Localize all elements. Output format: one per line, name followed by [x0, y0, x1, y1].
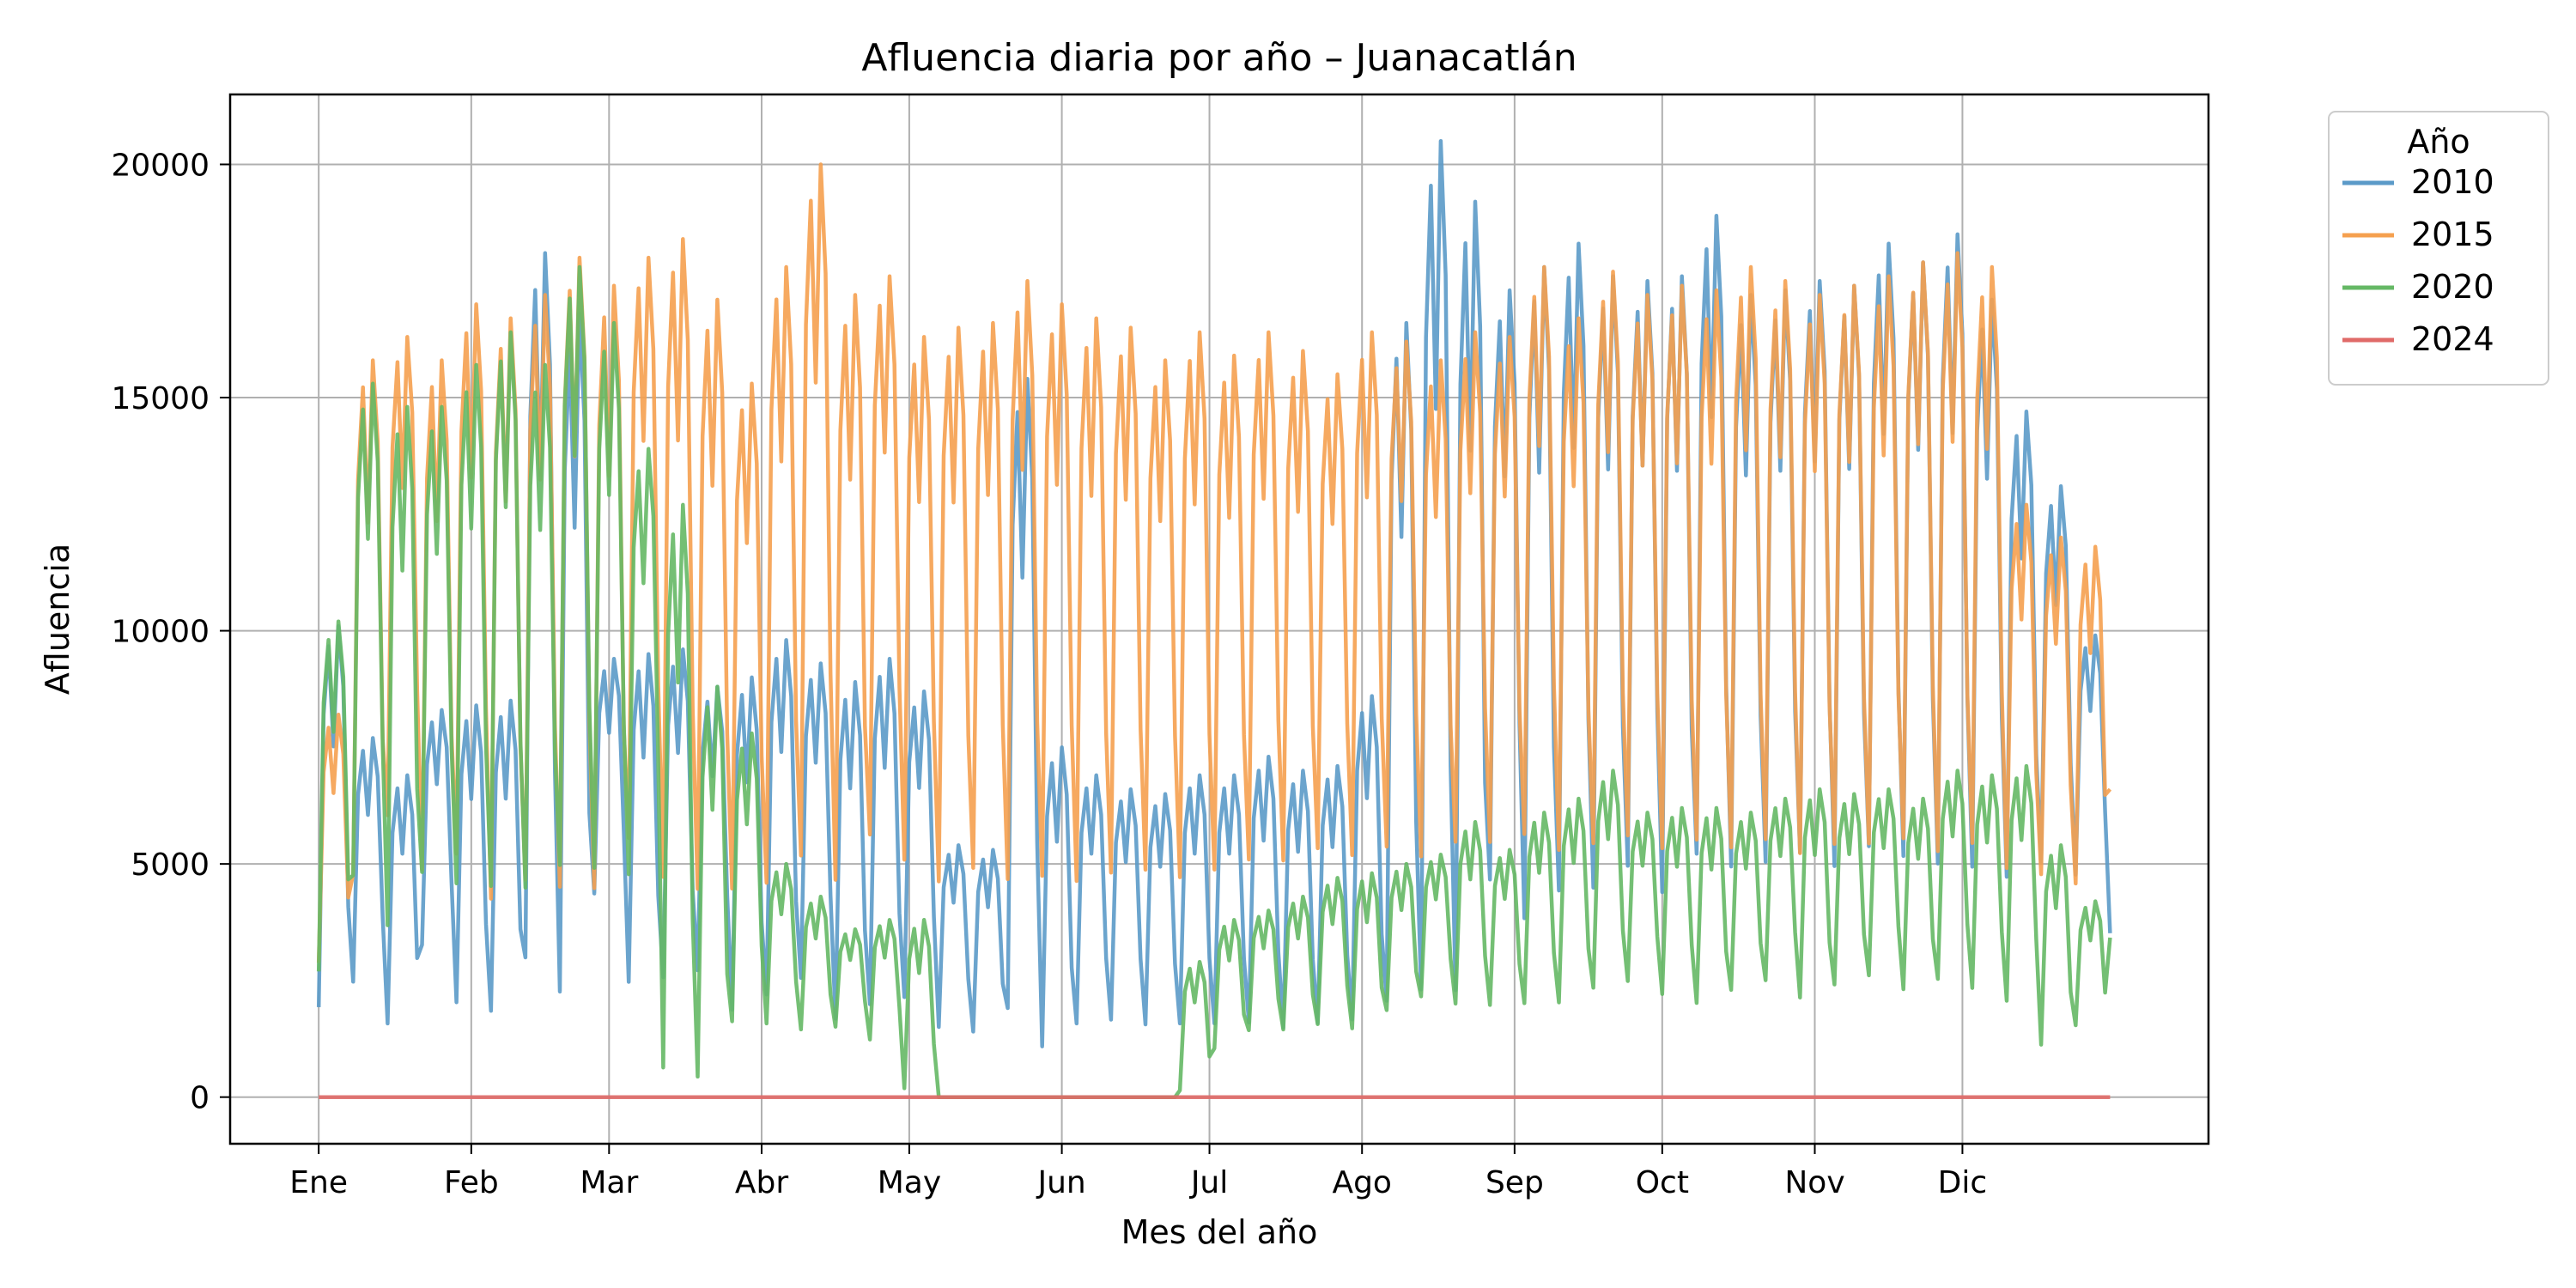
x-tick-label: Abr: [735, 1165, 788, 1200]
x-tick-label: Feb: [444, 1165, 499, 1200]
x-tick-label: Sep: [1485, 1165, 1544, 1200]
x-tick-label: Mar: [580, 1165, 638, 1200]
y-tick-label: 15000: [111, 381, 210, 416]
y-tick-label: 10000: [111, 615, 210, 650]
chart-title: Afluencia diaria por año – Juanacatlán: [861, 36, 1577, 80]
legend-label-2024: 2024: [2411, 320, 2494, 358]
y-axis-label: Afluencia: [39, 544, 76, 695]
y-tick-label: 5000: [131, 848, 210, 883]
x-tick-label: Dic: [1938, 1165, 1988, 1200]
legend: Año 2010 2015 2020 2024: [2328, 111, 2549, 386]
series-line-2020: [316, 264, 2112, 1099]
x-tick-label: Ago: [1332, 1165, 1392, 1200]
x-tick-label: Nov: [1784, 1165, 1844, 1200]
x-tick-label: Ene: [289, 1165, 348, 1200]
y-tick-label: 20000: [111, 148, 210, 183]
plot-frame: [228, 93, 2210, 1145]
legend-items: 2010 2015 2020 2024: [2342, 163, 2494, 358]
x-axis-label: Mes del año: [1121, 1213, 1318, 1251]
x-tick-label: Jul: [1189, 1165, 1228, 1200]
x-tick-label: Jun: [1036, 1165, 1085, 1200]
x-tick-label: May: [878, 1165, 941, 1200]
legend-label-2015: 2015: [2411, 216, 2494, 253]
y-axis-ticks: 0 5000 10000 15000 20000: [111, 148, 230, 1116]
series-lines: [316, 139, 2112, 1099]
legend-label-2010: 2010: [2411, 163, 2494, 201]
legend-box: [2328, 111, 2549, 386]
x-axis-ticks: Ene Feb Mar Abr May Jun Jul Ago Sep Oct Nov Dic: [289, 1144, 1987, 1200]
legend-title: Año: [2407, 123, 2470, 161]
y-tick-label: 0: [190, 1081, 210, 1116]
x-tick-label: Oct: [1636, 1165, 1689, 1200]
legend-label-2020: 2020: [2411, 268, 2494, 306]
